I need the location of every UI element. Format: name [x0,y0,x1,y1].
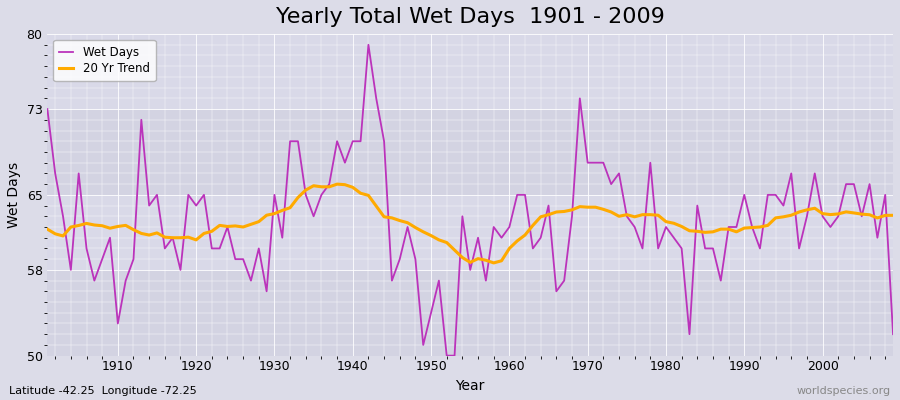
X-axis label: Year: Year [455,379,485,393]
Wet Days [887,332,898,337]
20 Yr Trend [614,214,625,219]
20 Yr Trend [887,213,898,218]
Line: Wet Days: Wet Days [48,45,893,356]
20 Yr Trend [104,226,115,230]
Wet Days [512,192,523,197]
20 Yr Trend [277,208,288,213]
Text: worldspecies.org: worldspecies.org [796,386,891,396]
Wet Days [614,171,625,176]
Line: 20 Yr Trend: 20 Yr Trend [48,184,893,263]
20 Yr Trend [42,227,53,232]
Bar [48,34,893,109]
Bar [48,109,893,195]
Wet Days [42,107,53,112]
20 Yr Trend [512,238,523,243]
Wet Days [104,235,115,240]
Bar [48,195,893,270]
Text: Latitude -42.25  Longitude -72.25: Latitude -42.25 Longitude -72.25 [9,386,197,396]
Y-axis label: Wet Days: Wet Days [7,162,21,228]
20 Yr Trend [489,260,500,265]
Wet Days [519,192,530,197]
Wet Days [441,353,452,358]
Wet Days [277,235,288,240]
Title: Yearly Total Wet Days  1901 - 2009: Yearly Total Wet Days 1901 - 2009 [275,7,664,27]
Wet Days [363,42,374,47]
20 Yr Trend [324,184,335,189]
Bar [48,270,893,356]
Legend: Wet Days, 20 Yr Trend: Wet Days, 20 Yr Trend [53,40,156,81]
20 Yr Trend [332,182,343,186]
20 Yr Trend [519,233,530,238]
Wet Days [324,182,335,186]
